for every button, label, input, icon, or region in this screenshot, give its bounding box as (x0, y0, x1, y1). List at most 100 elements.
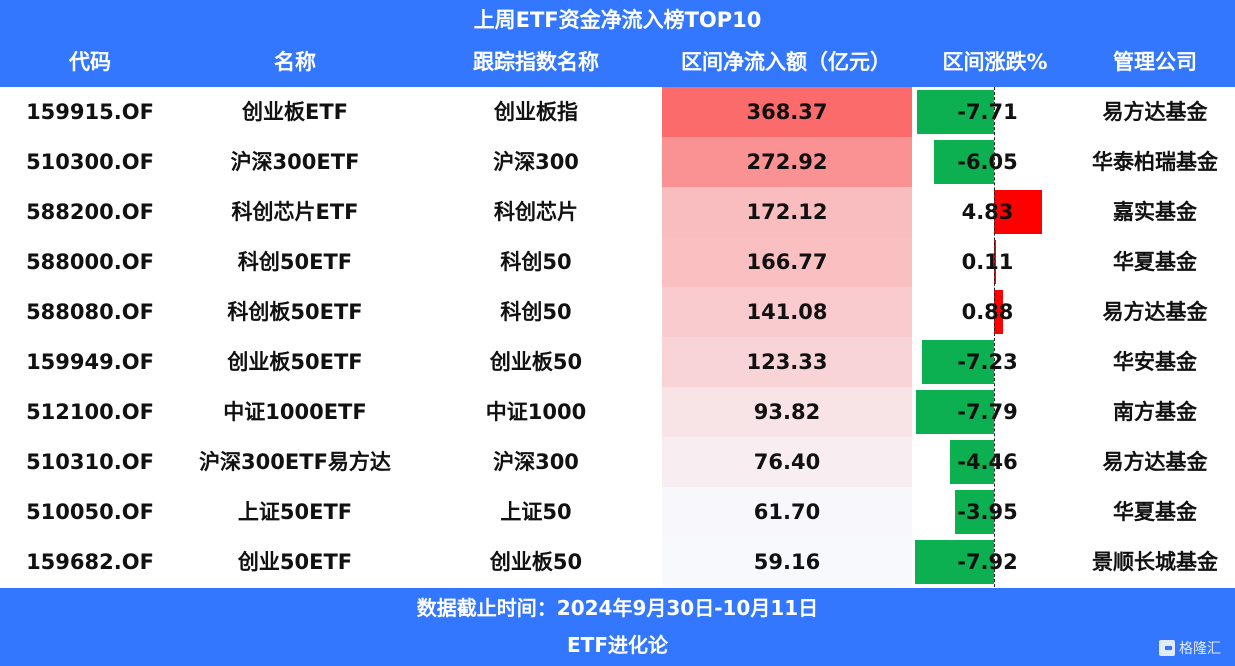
column-header-company: 管理公司 (1113, 50, 1197, 74)
cell-code: 159915.OF (26, 100, 154, 124)
cell-change: 0.88 (915, 287, 1060, 337)
cell-flow: 93.82 (753, 400, 821, 424)
cell-code: 159682.OF (26, 550, 154, 574)
cell-flow: 61.70 (753, 500, 821, 524)
cell-flow-heat (662, 437, 912, 487)
cell-flow: 59.16 (753, 550, 821, 574)
cell-code: 510300.OF (26, 150, 154, 174)
cell-change: 4.83 (915, 187, 1060, 237)
cell-code: 159949.OF (26, 350, 154, 374)
table-title: 上周ETF资金净流入榜TOP10 (473, 8, 762, 32)
table-row: 159949.OF 创业板50ETF 创业板50 123.33 -7.23 华安… (0, 337, 1235, 387)
cell-name: 中证1000ETF (223, 400, 367, 424)
cell-company: 易方达基金 (1102, 450, 1208, 474)
cell-name: 科创50ETF (237, 250, 353, 274)
change-value: 4.83 (961, 200, 1014, 224)
cell-code: 510050.OF (26, 500, 154, 524)
data-date-range: 数据截止时间：2024年9月30日-10月11日 (416, 596, 819, 620)
cell-flow-heat (662, 137, 912, 187)
gelonghui-logo-icon (1159, 640, 1175, 656)
column-header-code: 代码 (69, 50, 111, 74)
cell-index: 科创50 (500, 300, 572, 324)
cell-index: 科创50 (500, 250, 572, 274)
change-value: 0.88 (961, 300, 1014, 324)
cell-flow-heat (662, 337, 912, 387)
change-value: -3.95 (957, 500, 1018, 524)
cell-flow-heat (662, 387, 912, 437)
cell-code: 510310.OF (26, 450, 154, 474)
table-row: 510050.OF 上证50ETF 上证50 61.70 -3.95 华夏基金 (0, 487, 1235, 537)
cell-flow-heat (662, 487, 912, 537)
cell-change: -6.05 (915, 137, 1060, 187)
cell-change: 0.11 (915, 237, 1060, 287)
cell-name: 上证50ETF (237, 500, 353, 524)
cell-flow-heat (662, 237, 912, 287)
table-header: 上周ETF资金净流入榜TOP10 代码 名称 跟踪指数名称 区间净流入额（亿元）… (0, 0, 1235, 87)
cell-index: 上证50 (500, 500, 572, 524)
table-row: 159682.OF 创业50ETF 创业板50 59.16 -7.92 景顺长城… (0, 537, 1235, 587)
change-data-bar (922, 340, 994, 384)
cell-change: -7.79 (915, 387, 1060, 437)
cell-index: 创业板指 (494, 100, 578, 124)
cell-flow-heat (662, 537, 912, 587)
cell-flow-heat (662, 87, 912, 137)
cell-flow: 141.08 (746, 300, 828, 324)
cell-flow: 272.92 (746, 150, 828, 174)
change-value: 0.11 (961, 250, 1014, 274)
cell-name: 科创芯片ETF (231, 200, 359, 224)
cell-company: 华夏基金 (1113, 250, 1197, 274)
table-row: 510300.OF 沪深300ETF 沪深300 272.92 -6.05 华泰… (0, 137, 1235, 187)
watermark: 格隆汇 (1159, 638, 1221, 658)
change-data-bar (955, 490, 994, 534)
change-data-bar (934, 140, 994, 184)
cell-name: 创业50ETF (237, 550, 353, 574)
table-row: 588000.OF 科创50ETF 科创50 166.77 0.11 华夏基金 (0, 237, 1235, 287)
table-row: 588080.OF 科创板50ETF 科创50 141.08 0.88 易方达基… (0, 287, 1235, 337)
cell-name: 沪深300ETF (230, 150, 360, 174)
column-header-index: 跟踪指数名称 (473, 50, 599, 74)
cell-index: 沪深300 (493, 450, 579, 474)
change-value: -6.05 (957, 150, 1018, 174)
cell-company: 华夏基金 (1113, 500, 1197, 524)
cell-name: 创业板ETF (241, 100, 348, 124)
change-value: -4.46 (957, 450, 1018, 474)
cell-flow: 166.77 (746, 250, 828, 274)
cell-code: 512100.OF (26, 400, 154, 424)
cell-flow: 123.33 (746, 350, 828, 374)
change-data-bar (915, 540, 994, 584)
cell-company: 嘉实基金 (1113, 200, 1197, 224)
change-data-bar (950, 440, 994, 484)
cell-code: 588200.OF (26, 200, 154, 224)
cell-company: 易方达基金 (1102, 300, 1208, 324)
cell-flow: 368.37 (746, 100, 828, 124)
cell-index: 科创芯片 (494, 200, 578, 224)
cell-change: -7.23 (915, 337, 1060, 387)
cell-flow-heat (662, 187, 912, 237)
table-row: 159915.OF 创业板ETF 创业板指 368.37 -7.71 易方达基金 (0, 87, 1235, 137)
table-footer: 数据截止时间：2024年9月30日-10月11日 ETF进化论 格隆汇 (0, 588, 1235, 666)
cell-name: 沪深300ETF易方达 (199, 450, 391, 474)
cell-change: -4.46 (915, 437, 1060, 487)
change-data-bar (994, 190, 1042, 234)
cell-code: 588080.OF (26, 300, 154, 324)
change-data-bar (994, 240, 996, 284)
change-data-bar (994, 290, 1003, 334)
cell-index: 沪深300 (493, 150, 579, 174)
column-header-flow: 区间净流入额（亿元） (681, 50, 891, 74)
table-row: 510310.OF 沪深300ETF易方达 沪深300 76.40 -4.46 … (0, 437, 1235, 487)
cell-flow: 172.12 (746, 200, 828, 224)
cell-change: -7.71 (915, 87, 1060, 137)
cell-code: 588000.OF (26, 250, 154, 274)
zero-axis-line (994, 87, 995, 587)
source-label: ETF进化论 (567, 633, 668, 657)
cell-name: 科创板50ETF (227, 300, 363, 324)
column-header-name: 名称 (274, 50, 316, 74)
cell-index: 创业板50 (489, 550, 583, 574)
change-value: -7.92 (957, 550, 1018, 574)
change-value: -7.71 (957, 100, 1018, 124)
cell-flow-heat (662, 287, 912, 337)
cell-flow: 76.40 (753, 450, 821, 474)
cell-name: 创业板50ETF (227, 350, 363, 374)
cell-change: -7.92 (915, 537, 1060, 587)
watermark-text: 格隆汇 (1179, 641, 1221, 657)
